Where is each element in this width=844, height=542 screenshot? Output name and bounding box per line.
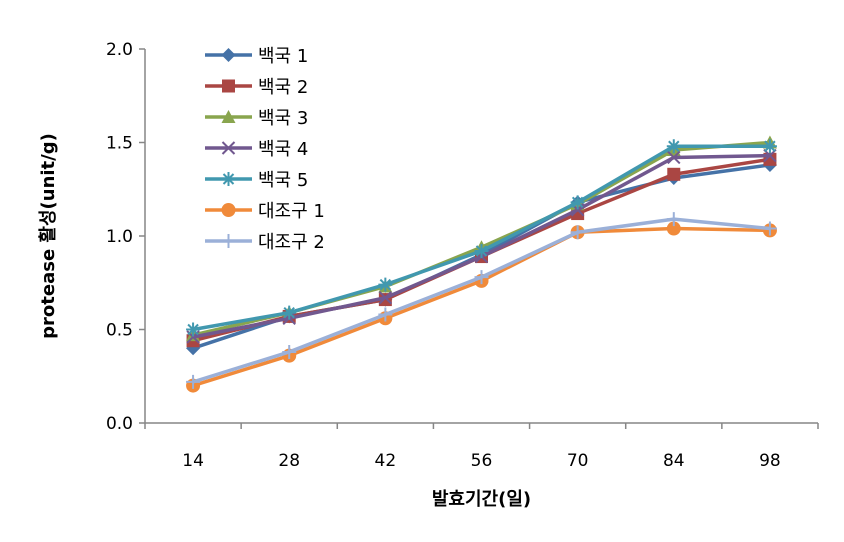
legend-item: 백국 4 [205, 139, 308, 160]
legend-label: 백국 2 [258, 77, 308, 98]
data-point [666, 139, 681, 154]
x-tick-label: 14 [182, 451, 204, 471]
data-point [378, 277, 393, 292]
legend-marker [221, 203, 236, 217]
legend-label: 백국 4 [258, 139, 308, 160]
legend-marker [221, 234, 236, 248]
legend-marker [221, 48, 236, 62]
chart-legend: 백국 1 백국 2 백국 3 백국 4 백국 5 대조구 1 대조구 2 [205, 46, 325, 253]
data-point [666, 212, 681, 227]
legend-item: 대조구 2 [205, 232, 325, 253]
legend-item: 백국 1 [205, 46, 308, 67]
data-point [282, 344, 297, 359]
data-point [667, 150, 681, 165]
data-point [378, 307, 393, 322]
legend-item: 백국 3 [205, 108, 308, 129]
legend-label: 대조구 2 [258, 232, 325, 253]
data-point [762, 221, 777, 236]
legend-label: 백국 1 [258, 46, 308, 67]
chart-axes: 0.0 0.5 1.0 1.5 2.0 14 28 42 56 70 84 98 [106, 40, 819, 471]
y-tick-label: 2.0 [106, 40, 133, 60]
legend-label: 백국 3 [258, 108, 308, 129]
y-tick-label: 1.0 [106, 227, 133, 247]
legend-marker [221, 141, 236, 155]
legend-label: 대조구 1 [258, 201, 325, 222]
legend-item: 대조구 1 [205, 201, 325, 222]
chart-series [186, 135, 777, 393]
data-point [282, 305, 297, 320]
x-tick-label: 84 [663, 451, 685, 471]
y-tick-label: 0.0 [106, 414, 133, 434]
data-point [570, 195, 585, 210]
data-point [474, 243, 489, 258]
data-point [186, 374, 201, 389]
legend-item: 백국 5 [205, 170, 308, 191]
data-point [378, 291, 393, 305]
legend-marker [222, 79, 235, 93]
series-7 [186, 212, 777, 389]
x-tick-label: 28 [278, 451, 300, 471]
y-tick-label: 0.5 [106, 321, 133, 341]
legend-item: 백국 2 [205, 77, 308, 98]
data-point [570, 225, 585, 240]
data-point [186, 322, 201, 337]
data-point [762, 139, 777, 154]
x-tick-label: 56 [471, 451, 493, 471]
y-tick-label: 1.5 [106, 134, 133, 154]
legend-marker [221, 110, 236, 123]
x-axis-title: 발효기간(일) [432, 489, 531, 510]
y-axis-title: protease 활성(unit/g) [38, 133, 59, 339]
x-tick-label: 70 [567, 451, 589, 471]
data-point [474, 270, 489, 285]
data-point [666, 221, 681, 236]
x-tick-label: 98 [759, 451, 781, 471]
legend-label: 백국 5 [258, 170, 308, 191]
legend-marker [221, 172, 236, 186]
data-point [667, 167, 681, 181]
series-5 [186, 139, 777, 337]
x-tick-label: 42 [375, 451, 397, 471]
